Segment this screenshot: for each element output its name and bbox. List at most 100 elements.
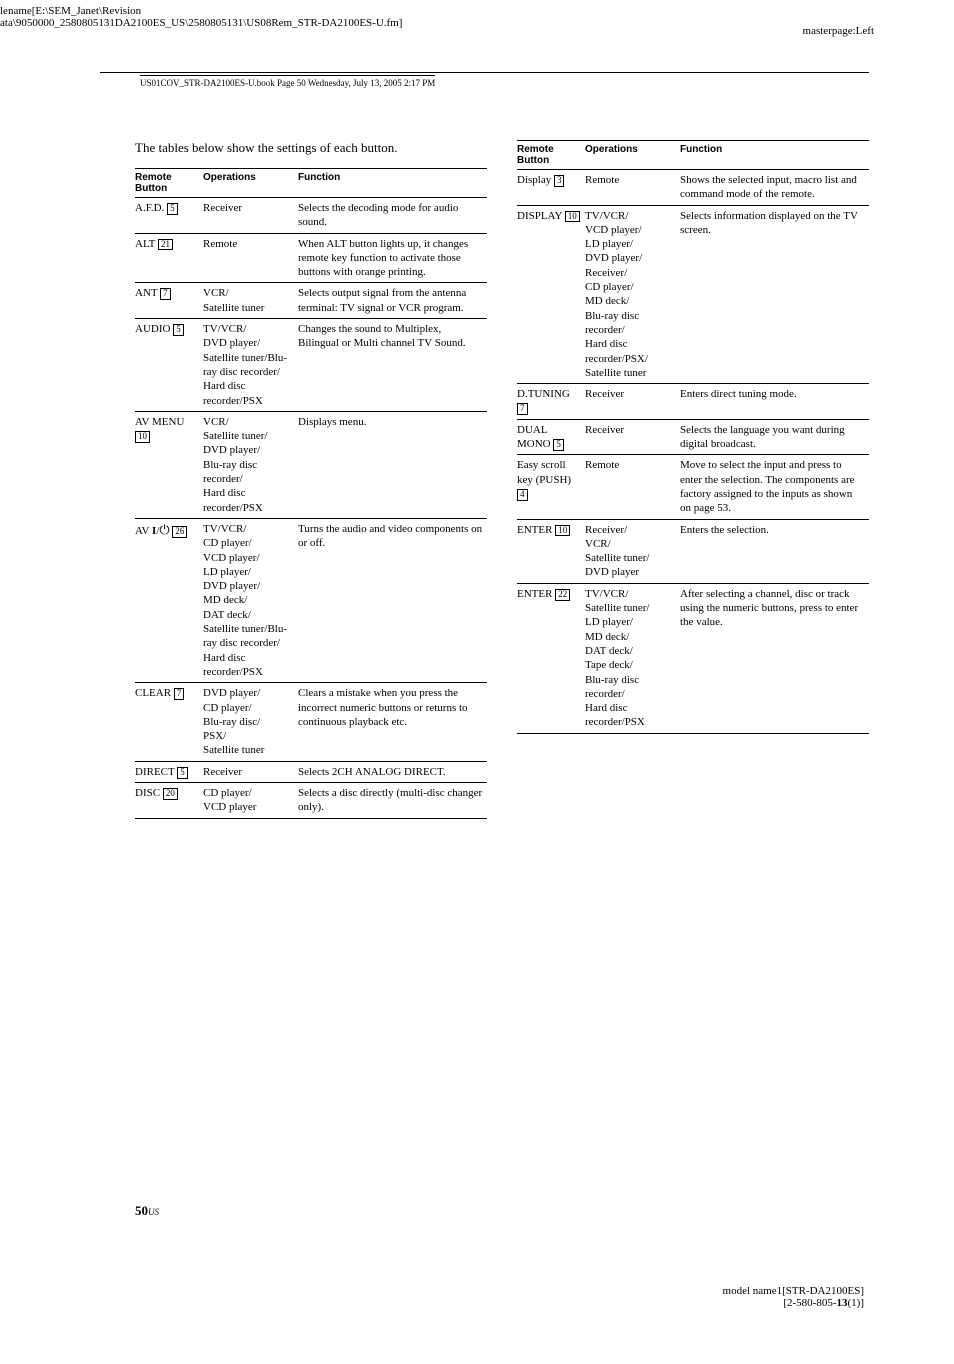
cell-operations: Receiver bbox=[203, 198, 298, 234]
cell-operations: TV/VCR/ Satellite tuner/ LD player/ MD d… bbox=[585, 583, 680, 733]
button-number: 10 bbox=[555, 525, 570, 537]
table-row: Display 3RemoteShows the selected input,… bbox=[517, 170, 869, 206]
page-region: US bbox=[148, 1207, 159, 1217]
cell-operations: TV/VCR/ DVD player/ Satellite tuner/Blu-… bbox=[203, 319, 298, 412]
cell-function: Selects the language you want during dig… bbox=[680, 419, 869, 455]
cell-function: Selects information displayed on the TV … bbox=[680, 205, 869, 384]
table-row: AV MENU 10VCR/ Satellite tuner/ DVD play… bbox=[135, 411, 487, 518]
cell-operations: VCR/ Satellite tuner/ DVD player/ Blu-ra… bbox=[203, 411, 298, 518]
cell-button: ENTER 22 bbox=[517, 583, 585, 733]
button-number: 7 bbox=[160, 288, 171, 300]
cell-function: Selects the decoding mode for audio soun… bbox=[298, 198, 487, 234]
th-function: Function bbox=[680, 141, 869, 170]
cell-operations: Remote bbox=[585, 170, 680, 206]
cell-function: Enters the selection. bbox=[680, 519, 869, 583]
table-row: DUAL MONO 5ReceiverSelects the language … bbox=[517, 419, 869, 455]
cell-button: A.F.D. 5 bbox=[135, 198, 203, 234]
button-number: 10 bbox=[565, 211, 580, 223]
model-name: model name1[STR-DA2100ES] bbox=[723, 1285, 864, 1297]
cell-button: ANT 7 bbox=[135, 283, 203, 319]
cell-function: Selects output signal from the antenna t… bbox=[298, 283, 487, 319]
th-function: Function bbox=[298, 169, 487, 198]
header-rule bbox=[100, 72, 869, 73]
left-column: The tables below show the settings of ea… bbox=[135, 140, 487, 819]
button-number: 20 bbox=[163, 788, 178, 800]
cell-operations: Remote bbox=[203, 233, 298, 283]
th-operations: Operations bbox=[203, 169, 298, 198]
cell-operations: Receiver bbox=[585, 419, 680, 455]
cell-function: Selects a disc directly (multi-disc chan… bbox=[298, 782, 487, 818]
masterpage-label: masterpage:Left bbox=[803, 25, 874, 37]
cell-button: DUAL MONO 5 bbox=[517, 419, 585, 455]
cell-function: Shows the selected input, macro list and… bbox=[680, 170, 869, 206]
cell-button: ALT 21 bbox=[135, 233, 203, 283]
content-area: The tables below show the settings of ea… bbox=[135, 140, 869, 819]
cell-function: Selects 2CH ANALOG DIRECT. bbox=[298, 761, 487, 782]
header-info: lename[E:\SEM_Janet\Revision ata\9050000… bbox=[0, 5, 402, 29]
filename-line2: ata\9050000_2580805131DA2100ES_US\258080… bbox=[0, 17, 402, 29]
button-number: 7 bbox=[517, 403, 528, 415]
intro-text: The tables below show the settings of ea… bbox=[135, 140, 487, 156]
cell-operations: VCR/ Satellite tuner bbox=[203, 283, 298, 319]
cell-function: Clears a mistake when you press the inco… bbox=[298, 683, 487, 761]
th-button: Remote Button bbox=[135, 169, 203, 198]
cell-operations: Receiver bbox=[585, 384, 680, 420]
cell-function: Changes the sound to Multiplex, Bilingua… bbox=[298, 319, 487, 412]
table-row: ALT 21RemoteWhen ALT button lights up, i… bbox=[135, 233, 487, 283]
cell-operations: TV/VCR/ CD player/ VCD player/ LD player… bbox=[203, 518, 298, 682]
table-row: DISC 20CD player/ VCD playerSelects a di… bbox=[135, 782, 487, 818]
cell-operations: TV/VCR/ VCD player/ LD player/ DVD playe… bbox=[585, 205, 680, 384]
settings-table-2: Remote Button Operations Function Displa… bbox=[517, 140, 869, 734]
table-row: DIRECT 5ReceiverSelects 2CH ANALOG DIREC… bbox=[135, 761, 487, 782]
table-row: Easy scroll key (PUSH) 4RemoteMove to se… bbox=[517, 455, 869, 519]
button-number: 5 bbox=[177, 767, 188, 779]
cell-button: DISC 20 bbox=[135, 782, 203, 818]
table-row: AV I/⏻ 26TV/VCR/ CD player/ VCD player/ … bbox=[135, 518, 487, 682]
book-info: US01COV_STR-DA2100ES-U.book Page 50 Wedn… bbox=[140, 75, 435, 88]
table-row: AUDIO 5TV/VCR/ DVD player/ Satellite tun… bbox=[135, 319, 487, 412]
page-number-value: 50 bbox=[135, 1203, 148, 1218]
button-number: 7 bbox=[174, 688, 185, 700]
cell-operations: Receiver/ VCR/ Satellite tuner/ DVD play… bbox=[585, 519, 680, 583]
table-row: DISPLAY 10TV/VCR/ VCD player/ LD player/… bbox=[517, 205, 869, 384]
model-info: model name1[STR-DA2100ES] [2-580-805-13(… bbox=[723, 1285, 864, 1309]
cell-button: D.TUNING 7 bbox=[517, 384, 585, 420]
table-row: ENTER 10Receiver/ VCR/ Satellite tuner/ … bbox=[517, 519, 869, 583]
cell-button: Display 3 bbox=[517, 170, 585, 206]
cell-function: Turns the audio and video components on … bbox=[298, 518, 487, 682]
filename-line1: lename[E:\SEM_Janet\Revision bbox=[0, 5, 402, 17]
button-number: 5 bbox=[167, 203, 178, 215]
table-row: ENTER 22TV/VCR/ Satellite tuner/ LD play… bbox=[517, 583, 869, 733]
table-row: D.TUNING 7ReceiverEnters direct tuning m… bbox=[517, 384, 869, 420]
cell-button: DISPLAY 10 bbox=[517, 205, 585, 384]
cell-operations: Remote bbox=[585, 455, 680, 519]
table-row: ANT 7VCR/ Satellite tunerSelects output … bbox=[135, 283, 487, 319]
part-number: [2-580-805-13(1)] bbox=[723, 1297, 864, 1309]
button-number: 21 bbox=[158, 239, 173, 251]
cell-operations: Receiver bbox=[203, 761, 298, 782]
th-button: Remote Button bbox=[517, 141, 585, 170]
button-number: 3 bbox=[554, 175, 565, 187]
button-number: 5 bbox=[173, 324, 184, 336]
right-column: Remote Button Operations Function Displa… bbox=[517, 140, 869, 819]
cell-button: Easy scroll key (PUSH) 4 bbox=[517, 455, 585, 519]
table-row: A.F.D. 5ReceiverSelects the decoding mod… bbox=[135, 198, 487, 234]
cell-button: DIRECT 5 bbox=[135, 761, 203, 782]
th-operations: Operations bbox=[585, 141, 680, 170]
cell-function: When ALT button lights up, it changes re… bbox=[298, 233, 487, 283]
cell-function: Move to select the input and press to en… bbox=[680, 455, 869, 519]
cell-button: CLEAR 7 bbox=[135, 683, 203, 761]
cell-button: AUDIO 5 bbox=[135, 319, 203, 412]
cell-button: ENTER 10 bbox=[517, 519, 585, 583]
cell-operations: DVD player/ CD player/ Blu-ray disc/ PSX… bbox=[203, 683, 298, 761]
table-row: CLEAR 7DVD player/ CD player/ Blu-ray di… bbox=[135, 683, 487, 761]
page-number: 50US bbox=[135, 1203, 159, 1219]
cell-function: Enters direct tuning mode. bbox=[680, 384, 869, 420]
cell-button: AV I/⏻ 26 bbox=[135, 518, 203, 682]
cell-button: AV MENU 10 bbox=[135, 411, 203, 518]
cell-function: After selecting a channel, disc or track… bbox=[680, 583, 869, 733]
cell-function: Displays menu. bbox=[298, 411, 487, 518]
settings-table-1: Remote Button Operations Function A.F.D.… bbox=[135, 168, 487, 819]
cell-operations: CD player/ VCD player bbox=[203, 782, 298, 818]
button-number: 22 bbox=[555, 589, 570, 601]
